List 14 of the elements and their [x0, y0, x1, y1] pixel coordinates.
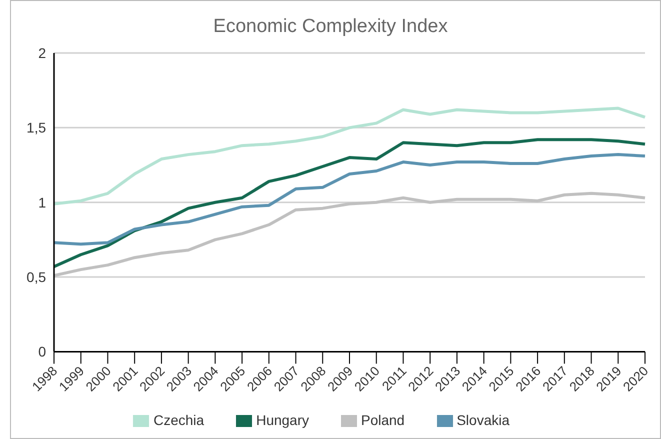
y-tick-label: 1	[38, 194, 46, 210]
y-tick-label: 2	[38, 44, 46, 61]
line-series	[52, 153, 646, 246]
line-series	[52, 106, 646, 206]
legend-label: Poland	[361, 412, 405, 428]
legend-label: Czechia	[153, 412, 204, 428]
chart-title: Economic Complexity Index	[212, 16, 449, 38]
y-tick-label: 0,5	[26, 268, 46, 285]
legend-label: Hungary	[256, 412, 309, 428]
y-tick-label: 1,5	[26, 120, 46, 136]
line-series	[52, 138, 646, 268]
y-tick-label: 0	[38, 344, 46, 360]
line-series	[52, 192, 646, 278]
legend-label: Slovakia	[456, 412, 510, 428]
